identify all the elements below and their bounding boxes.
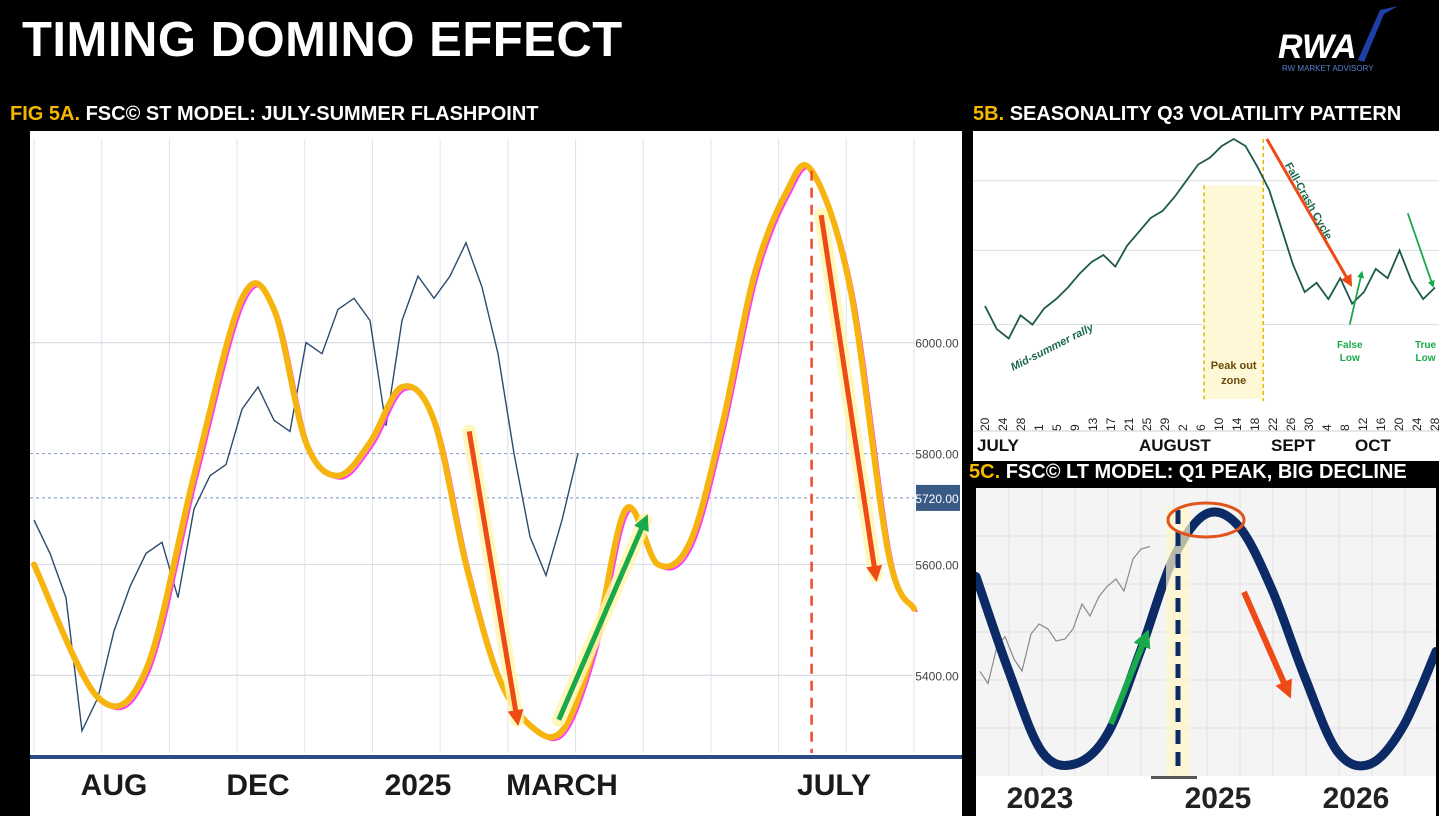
x-tick-label: 2025 — [1185, 782, 1252, 815]
x-tick-label: 28 — [1014, 417, 1028, 431]
x-tick-label: 26 — [1284, 417, 1298, 431]
true-low-arrow — [1406, 212, 1435, 288]
month-label: SEPT — [1271, 436, 1316, 455]
month-label: AUGUST — [1139, 436, 1211, 455]
x-tick-label: 24 — [1410, 417, 1424, 431]
x-tick-label: 25 — [1140, 417, 1154, 431]
x-tick-label: 18 — [1248, 417, 1262, 431]
x-tick-label: 2026 — [1323, 782, 1390, 815]
peak-circle — [1166, 501, 1246, 539]
x-tick-label: 9 — [1068, 424, 1082, 431]
page-title: TIMING DOMINO EFFECT — [22, 13, 623, 67]
x-tick-label: 6 — [1194, 424, 1208, 431]
chart-st-model: 6000.00 5800.00 5720.00 5600.00 5400.00 AUG D… — [30, 131, 962, 816]
annotation-true-low: True Low — [1415, 340, 1437, 364]
false-low-arrow — [1348, 270, 1365, 325]
x-axis-marker — [1151, 776, 1197, 779]
month-label: JULY — [977, 436, 1020, 455]
x-tick-label: 20 — [978, 417, 992, 431]
price-series-line — [33, 240, 579, 734]
x-tick-label: 24 — [996, 417, 1010, 431]
x-tick-label: 28 — [1428, 417, 1439, 431]
x-tick-label: 4 — [1320, 424, 1334, 431]
panel-b-label: 5B. SEASONALITY Q3 VOLATILITY PATTERN — [973, 103, 1402, 125]
x-label-strip — [976, 776, 1436, 816]
rwa-logo: RWA RW MARKET ADVISORY — [1278, 6, 1398, 73]
peak-out-zone — [1204, 185, 1264, 399]
x-tick-label: 2023 — [1007, 782, 1074, 815]
up-arrow — [1108, 629, 1151, 726]
x-tick-label: 8 — [1338, 424, 1352, 431]
x-tick-label: 30 — [1302, 417, 1316, 431]
x-tick-label: 5 — [1050, 424, 1064, 431]
x-tick-label: 12 — [1356, 417, 1370, 431]
price-marker-box — [916, 484, 960, 511]
x-tick-label: 2025 — [385, 769, 452, 802]
annotation-peak-out-zone: Peak out zone — [1211, 360, 1257, 387]
x-tick-label: 14 — [1230, 417, 1244, 431]
down-arrow — [1241, 590, 1292, 699]
up-arrow — [556, 514, 649, 721]
down-arrow — [466, 430, 524, 727]
y-tick-label: 6000.00 — [915, 337, 959, 351]
chart-lt-model: 2023 2025 2026 — [976, 488, 1436, 816]
price-history-line — [979, 545, 1151, 685]
down-arrow — [818, 214, 883, 582]
x-tick-label: 13 — [1086, 417, 1100, 431]
x-tick-label: DEC — [226, 769, 289, 802]
x-tick-label: JULY — [797, 769, 871, 802]
x-tick-label: 10 — [1212, 417, 1226, 431]
x-tick-label: MARCH — [506, 769, 618, 802]
x-tick-label: 22 — [1266, 417, 1280, 431]
y-tick-label: 5400.00 — [915, 669, 959, 683]
fall-crash-arrow — [1265, 138, 1353, 287]
seasonal-series-line — [984, 137, 1436, 340]
x-tick-label: 1 — [1032, 424, 1046, 431]
logo-subtext: RW MARKET ADVISORY — [1282, 64, 1374, 73]
x-tick-label: 17 — [1104, 417, 1118, 431]
lt-cycle-line — [976, 507, 1436, 771]
x-tick-label: 20 — [1392, 417, 1406, 431]
y-tick-label: 5600.00 — [915, 558, 959, 572]
source-note: SOURCE: RW ADVISORY , SOURCE: FOUNDATION… — [0, 189, 17, 808]
annotation-false-low: False Low — [1337, 340, 1363, 364]
x-tick-label: 2 — [1176, 424, 1190, 431]
x-tick-label: 29 — [1158, 417, 1172, 431]
x-tick-label: AUG — [81, 769, 148, 802]
price-marker-label: 5720.00 — [915, 492, 959, 506]
month-label: OCT — [1355, 436, 1392, 455]
x-tick-label: 16 — [1374, 417, 1388, 431]
logo-text: RWA — [1278, 28, 1357, 66]
panel-c-label: 5C. FSC© LT MODEL: Q1 PEAK, BIG DECLINE — [969, 461, 1407, 483]
y-tick-label: 5800.00 — [915, 448, 959, 462]
x-label-strip — [30, 759, 962, 816]
x-tick-label: 21 — [1122, 417, 1136, 431]
panel-a-label: FIG 5A. FSC© ST MODEL: JULY-SUMMER FLASH… — [10, 103, 539, 125]
